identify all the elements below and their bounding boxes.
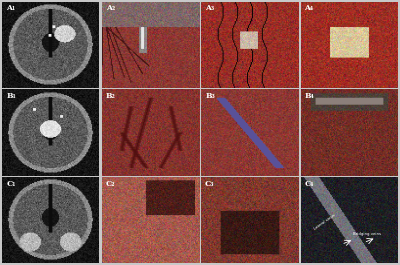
Text: Bridging veins: Bridging veins — [352, 232, 380, 236]
Text: A₃: A₃ — [205, 4, 214, 12]
Text: Lateral sinus: Lateral sinus — [314, 213, 336, 231]
Text: A₁: A₁ — [6, 4, 16, 12]
Text: A₂: A₂ — [106, 4, 115, 12]
Text: B₁: B₁ — [6, 92, 16, 100]
Text: C₃: C₃ — [205, 180, 214, 188]
Text: C₁: C₁ — [6, 180, 16, 188]
Text: B₄: B₄ — [304, 92, 314, 100]
Text: C₂: C₂ — [106, 180, 115, 188]
Text: A₄: A₄ — [304, 4, 314, 12]
Text: C₄: C₄ — [304, 180, 314, 188]
Text: B₂: B₂ — [106, 92, 116, 100]
Text: B₃: B₃ — [205, 92, 215, 100]
